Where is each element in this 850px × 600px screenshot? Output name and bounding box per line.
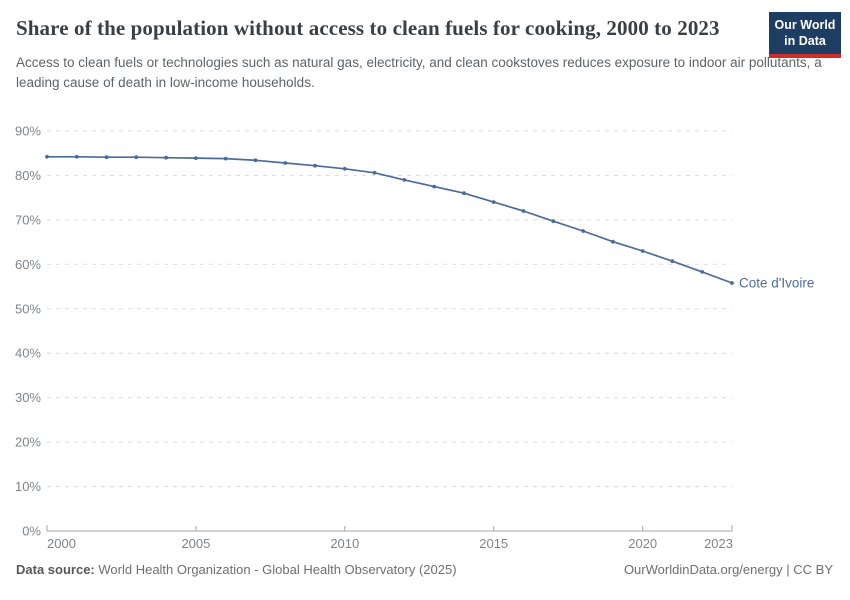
- y-axis-tick-label: 20%: [15, 435, 41, 450]
- data-point[interactable]: [104, 155, 109, 160]
- data-point[interactable]: [670, 259, 675, 264]
- owid-logo[interactable]: Our World in Data: [769, 12, 841, 59]
- data-point[interactable]: [432, 184, 437, 189]
- x-axis-tick-label: 2005: [181, 536, 210, 551]
- data-point[interactable]: [521, 209, 526, 213]
- data-point[interactable]: [611, 239, 615, 244]
- data-point[interactable]: [402, 178, 407, 182]
- data-source-value: World Health Organization - Global Healt…: [98, 562, 457, 577]
- y-axis-tick-label: 50%: [15, 301, 41, 316]
- data-point[interactable]: [491, 200, 496, 205]
- y-axis-tick-label: 90%: [15, 124, 41, 139]
- data-point[interactable]: [640, 249, 645, 253]
- x-axis-tick-label: 2000: [47, 536, 76, 551]
- attribution-link[interactable]: OurWorldinData.org/energy | CC BY: [623, 562, 833, 577]
- data-source: Data source: World Health Organization -…: [16, 562, 457, 577]
- series-label[interactable]: Cote d'Ivoire: [739, 276, 814, 291]
- data-point[interactable]: [134, 155, 139, 160]
- y-axis-tick-label: 40%: [15, 346, 41, 361]
- x-axis-tick-label: 2015: [479, 536, 508, 551]
- y-axis-tick-label: 70%: [15, 212, 41, 227]
- y-axis-tick-label: 10%: [15, 479, 41, 494]
- x-axis-tick-label: 2020: [628, 536, 657, 551]
- data-line[interactable]: [46, 155, 733, 284]
- data-point[interactable]: [283, 161, 288, 165]
- data-point[interactable]: [194, 156, 198, 161]
- data-point[interactable]: [223, 156, 228, 161]
- data-point[interactable]: [700, 270, 705, 274]
- owid-logo-text-line2: in Data: [784, 33, 826, 48]
- y-axis-tick-label: 80%: [15, 168, 41, 183]
- x-axis-line: [46, 525, 733, 532]
- data-point[interactable]: [372, 170, 377, 175]
- owid-logo-text-line1: Our World: [774, 18, 836, 32]
- data-point[interactable]: [581, 229, 585, 233]
- chart-subtitle: Access to clean fuels or technologies su…: [16, 54, 822, 90]
- data-point[interactable]: [45, 154, 49, 159]
- chart-title: Share of the population without access t…: [16, 16, 720, 40]
- data-point[interactable]: [551, 219, 556, 224]
- data-point[interactable]: [730, 281, 734, 285]
- x-axis-tick-label: 2010: [330, 536, 359, 551]
- data-point[interactable]: [164, 155, 169, 160]
- data-point[interactable]: [342, 166, 347, 171]
- x-axis-tick-label: 2023: [704, 536, 733, 551]
- data-point[interactable]: [74, 154, 79, 159]
- data-point[interactable]: [253, 158, 258, 163]
- y-axis-tick-label: 0%: [22, 524, 41, 539]
- data-point[interactable]: [462, 191, 466, 196]
- data-source-label: Data source:: [16, 562, 95, 577]
- y-axis-tick-label: 30%: [15, 390, 41, 405]
- chart-footer: Data source: World Health Organization -…: [16, 562, 833, 577]
- data-point[interactable]: [313, 163, 317, 168]
- chart-header: Share of the population without access t…: [0, 0, 850, 92]
- y-axis-tick-label: 60%: [15, 257, 41, 272]
